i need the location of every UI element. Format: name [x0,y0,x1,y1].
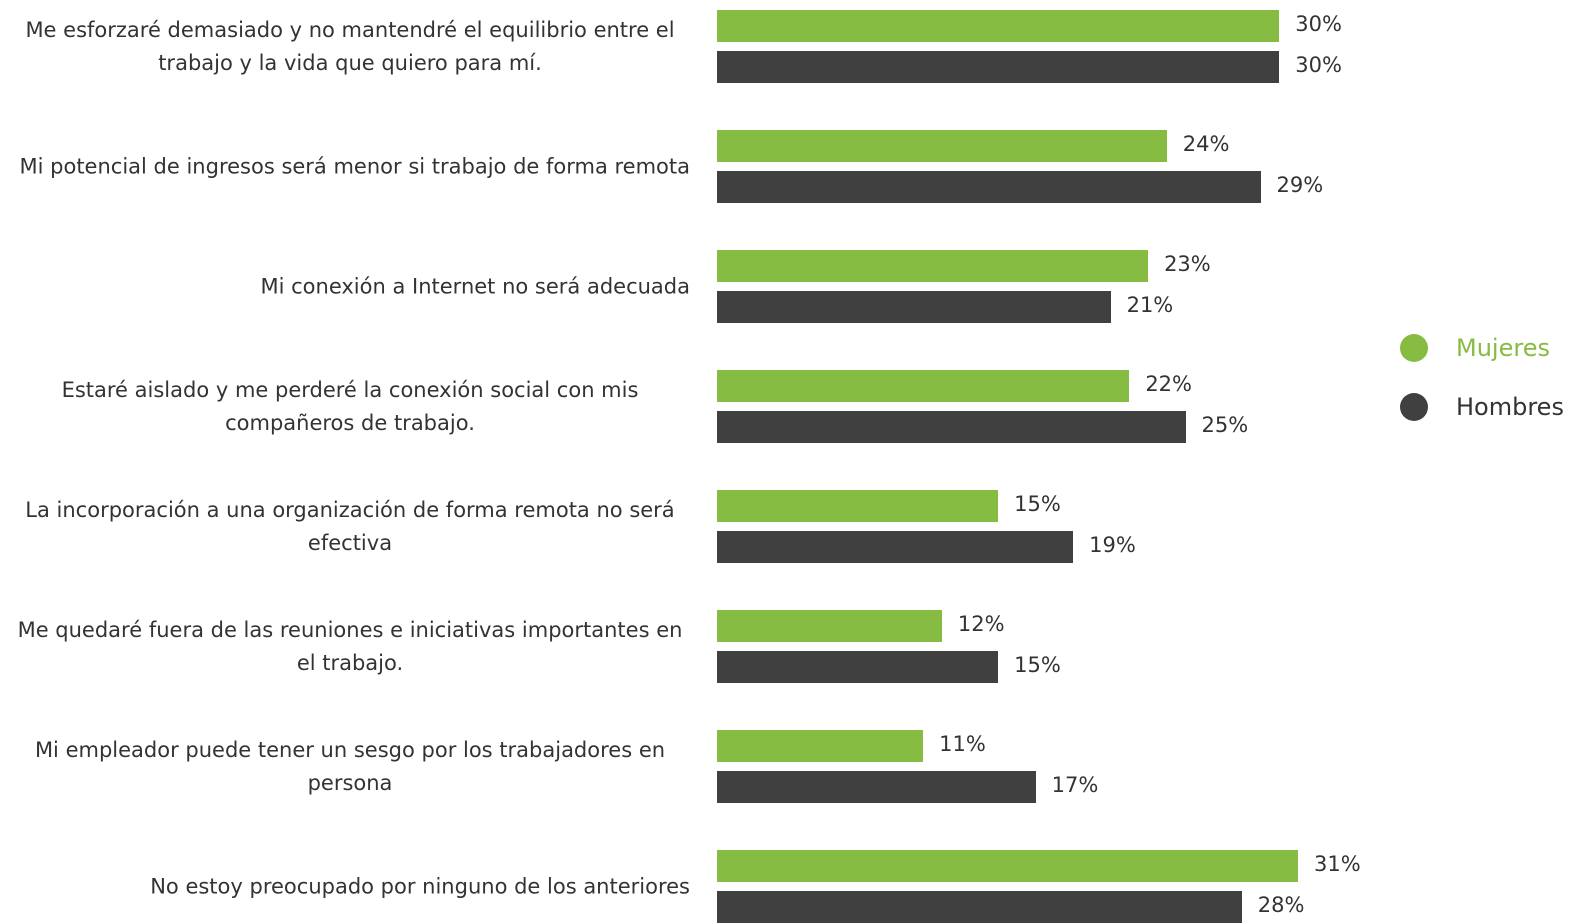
legend-marker [1400,393,1428,421]
bar [717,610,942,642]
value-label: 23% [1164,252,1211,276]
category-label: No estoy preocupado por ninguno de los a… [150,874,690,899]
value-label: 25% [1201,413,1249,437]
value-label: 31% [1314,852,1361,876]
legend-label: Hombres [1456,393,1564,421]
bar [717,370,1130,402]
value-label: 29% [1276,173,1324,197]
category-label: Me esforzaré demasiado y no mantendré el… [25,18,675,75]
legend-label: Mujeres [1456,334,1550,362]
bar [717,891,1242,923]
value-label: 28% [1257,893,1305,917]
bar [717,130,1167,162]
value-label: 19% [1089,533,1136,557]
category-label: Mi potencial de ingresos será menor si t… [19,154,690,179]
legend-marker [1400,334,1428,362]
bar [717,10,1280,42]
value-label: 30% [1295,53,1342,77]
bar [717,291,1111,323]
bar [717,531,1074,563]
category-label: Mi empleador puede tener un sesgo por lo… [34,738,666,795]
bar [717,730,924,762]
bar [717,51,1280,83]
value-label: 30% [1295,12,1342,36]
bar [717,850,1298,882]
bar [717,250,1149,282]
bar [717,411,1186,443]
bar [717,490,999,522]
category-label: La incorporación a una organización de f… [25,498,675,555]
value-label: 15% [1014,492,1061,516]
value-label: 22% [1145,372,1192,396]
bar [717,651,999,683]
category-label: Me quedaré fuera de las reuniones e inic… [17,618,683,675]
bar [717,771,1036,803]
value-label: 24% [1182,132,1230,156]
value-label: 21% [1126,293,1174,317]
category-label: Mi conexión a Internet no será adecuada [260,274,691,299]
value-label: 17% [1051,773,1099,797]
value-label: 11% [939,732,986,756]
value-label: 12% [957,612,1005,636]
category-label: Estaré aislado y me perderé la conexión … [61,378,639,435]
value-label: 15% [1014,653,1061,677]
bar [717,171,1261,203]
